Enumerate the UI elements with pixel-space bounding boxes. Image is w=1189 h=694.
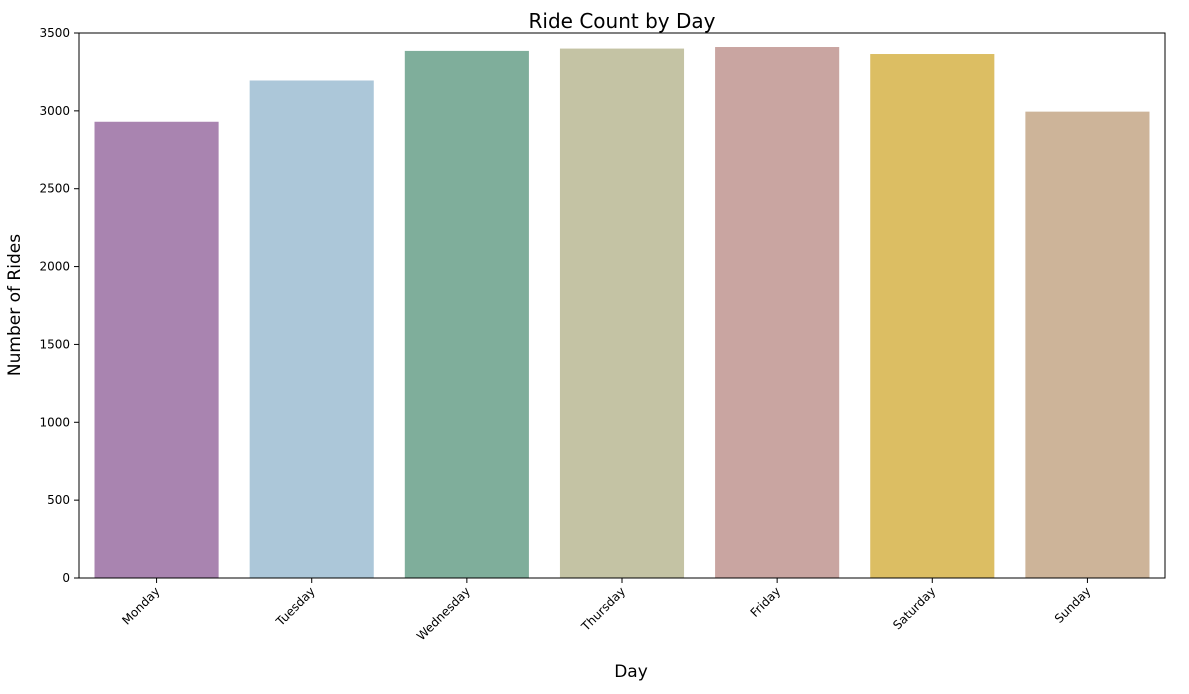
x-tick-label: Wednesday: [414, 584, 473, 643]
plot-frame: [78, 32, 1166, 579]
x-tick-label: Tuesday: [273, 584, 318, 629]
y-tick-label: 2500: [39, 182, 70, 196]
bar-friday: [715, 47, 840, 579]
x-tick-label: Monday: [119, 584, 162, 627]
bar-saturday: [870, 54, 995, 579]
bar-wednesday: [404, 50, 529, 578]
bar-thursday: [559, 48, 685, 579]
x-axis-label: Day: [614, 662, 648, 682]
bar-tuesday: [249, 80, 374, 578]
y-tick-label: 2000: [39, 260, 70, 274]
y-tick-label: 1000: [39, 415, 70, 429]
bars-layer: [94, 47, 1150, 579]
y-axis-label: Number of Rides: [5, 234, 25, 376]
x-axis: Monday Tuesday Wednesday Thursday Friday Satu…: [119, 578, 1094, 643]
bar-monday: [94, 121, 219, 578]
x-tick-label: Friday: [748, 584, 784, 620]
y-tick-label: 3000: [39, 104, 70, 118]
x-tick-label: Thursday: [578, 584, 628, 634]
x-tick-label: Saturday: [890, 584, 938, 632]
y-tick-label: 500: [47, 493, 70, 507]
y-tick-label: 0: [62, 571, 70, 585]
chart-title: Ride Count by Day: [529, 9, 716, 33]
y-tick-label: 1500: [39, 337, 70, 351]
y-axis: 0 500 1000 1500 2000 2500 3000 3500: [39, 26, 79, 585]
x-tick-label: Sunday: [1052, 584, 1094, 626]
y-tick-label: 3500: [39, 26, 70, 40]
bar-sunday: [1025, 111, 1150, 578]
